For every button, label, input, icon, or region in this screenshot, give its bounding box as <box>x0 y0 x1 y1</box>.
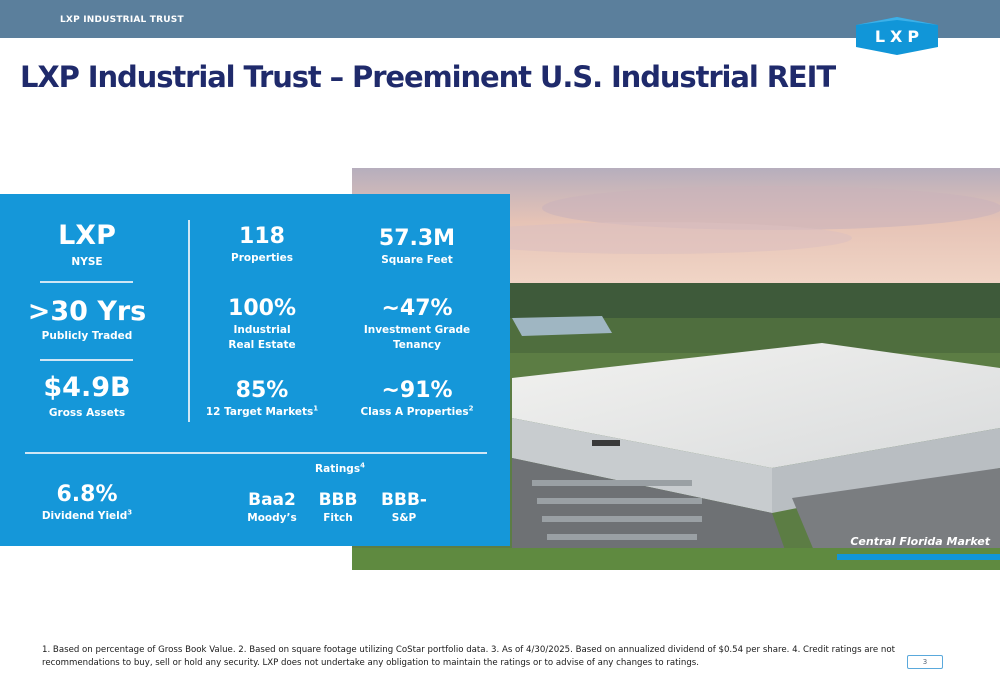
ratings-divider <box>25 452 487 454</box>
header-label: LXP INDUSTRIAL TRUST <box>60 15 184 25</box>
stat-ticker: LXP NYSE <box>28 220 146 270</box>
gross-assets-label: Gross Assets <box>48 407 126 419</box>
investment-grade-value: ~47% <box>381 296 453 321</box>
class-a-value: ~91% <box>381 378 453 403</box>
caption-accent-bar <box>837 554 1000 560</box>
divider <box>40 359 133 361</box>
ratings-heading: Ratings4 <box>290 462 390 477</box>
dividend-value: 6.8% <box>56 482 118 507</box>
rating-agency: Fitch <box>323 512 353 524</box>
dividend-label: Dividend Yield3 <box>41 508 133 522</box>
rating-agency: Moody’s <box>247 512 297 524</box>
aerial-warehouse-image <box>352 168 1000 570</box>
stat-square-feet: 57.3M Square Feet <box>350 226 484 268</box>
class-a-label: Class A Properties2 <box>360 404 474 418</box>
rating-moodys: Baa2 Moody’s <box>242 490 302 526</box>
stat-dividend: 6.8% Dividend Yield3 <box>28 482 146 524</box>
stat-publicly-traded: >30 Yrs Publicly Traded <box>18 296 156 344</box>
footnote: 1. Based on percentage of Gross Book Val… <box>42 645 895 668</box>
page-number: 3 <box>907 655 943 669</box>
vertical-divider <box>188 220 190 422</box>
properties-value: 118 <box>239 224 285 249</box>
rating-value: Baa2 <box>248 490 296 510</box>
ticker-label: NYSE <box>71 256 103 268</box>
industrial-label-line1: Industrial <box>233 324 291 336</box>
stats-panel: LXP NYSE >30 Yrs Publicly Traded $4.9B G… <box>0 194 510 546</box>
target-markets-value: 85% <box>235 378 289 403</box>
lxp-logo: LXP <box>852 16 942 56</box>
square-feet-label: Square Feet <box>381 254 453 266</box>
stat-properties: 118 Properties <box>200 224 324 266</box>
rating-fitch: BBB Fitch <box>310 490 366 526</box>
rating-agency: S&P <box>391 512 417 524</box>
logo-hexagon-icon <box>856 17 938 55</box>
rating-sp: BBB- S&P <box>374 490 434 526</box>
stat-class-a: ~91% Class A Properties2 <box>350 378 484 420</box>
ticker-value: LXP <box>58 220 116 251</box>
rating-value: BBB- <box>381 490 427 510</box>
ratings-heading-text: Ratings4 <box>315 461 365 475</box>
logo-text: LXP <box>874 26 925 46</box>
stat-gross-assets: $4.9B Gross Assets <box>28 372 146 421</box>
publicly-traded-value: >30 Yrs <box>27 296 147 327</box>
stat-target-markets: 85% 12 Target Markets1 <box>195 378 329 420</box>
gross-assets-value: $4.9B <box>43 372 131 403</box>
stat-industrial: 100% Industrial Real Estate <box>200 296 324 353</box>
divider <box>40 281 133 283</box>
publicly-traded-label: Publicly Traded <box>41 330 133 342</box>
industrial-label-line2: Real Estate <box>228 339 296 351</box>
warehouse-photo: Central Florida Market <box>352 168 1000 570</box>
photo-caption: Central Florida Market <box>850 535 990 548</box>
top-bar: LXP INDUSTRIAL TRUST <box>0 0 1000 38</box>
properties-label: Properties <box>231 252 293 264</box>
investment-grade-label-line2: Tenancy <box>393 339 441 351</box>
rating-value: BBB <box>318 490 358 510</box>
target-markets-label: 12 Target Markets1 <box>205 404 319 418</box>
stat-investment-grade: ~47% Investment Grade Tenancy <box>350 296 484 353</box>
square-feet-value: 57.3M <box>378 226 456 251</box>
page-title: LXP Industrial Trust – Preeminent U.S. I… <box>20 60 836 94</box>
industrial-value: 100% <box>228 296 296 321</box>
investment-grade-label-line1: Investment Grade <box>363 324 471 336</box>
